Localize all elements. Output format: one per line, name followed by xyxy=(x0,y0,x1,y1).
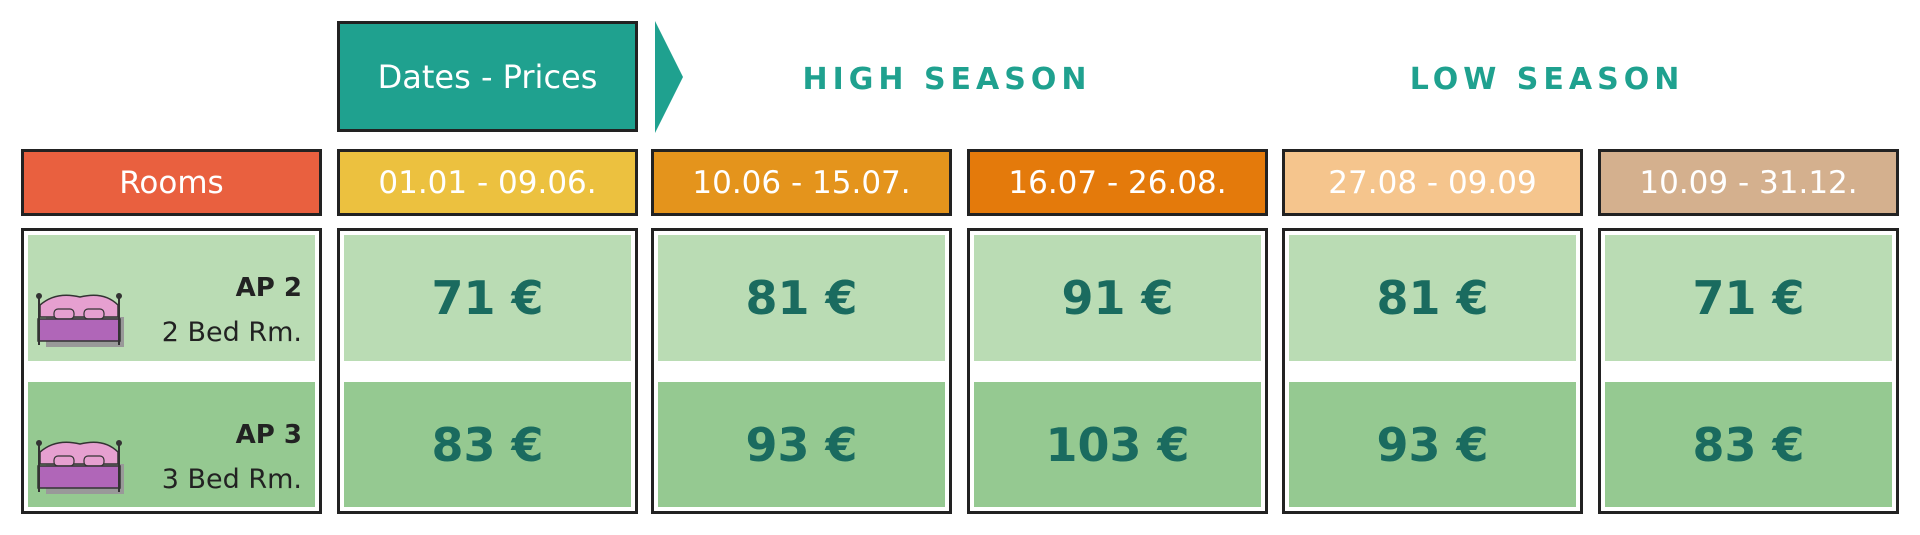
arrow xyxy=(655,21,683,133)
price-cell: 71 € xyxy=(344,235,631,361)
price-cell: 93 € xyxy=(658,382,945,507)
room-code: AP 3 xyxy=(235,420,302,450)
header-label: Dates - Prices xyxy=(337,21,638,132)
corner-header: Rooms xyxy=(21,149,322,216)
bed-icon xyxy=(36,440,124,494)
price-cell: 91 € xyxy=(974,235,1261,361)
season-label: LOW SEASON xyxy=(1409,62,1685,97)
room-type: 3 Bed Rm. xyxy=(161,464,302,495)
date-header: 10.06 - 15.07. xyxy=(651,149,952,216)
room-type: 2 Bed Rm. xyxy=(161,317,302,348)
price-cell: 81 € xyxy=(658,235,945,361)
date-header: 16.07 - 26.08. xyxy=(967,149,1268,216)
date-header: 27.08 - 09.09 xyxy=(1282,149,1583,216)
room-code: AP 2 xyxy=(235,273,302,303)
bed-icon xyxy=(36,293,124,347)
price-cell: 71 € xyxy=(1605,235,1892,361)
price-cell: 93 € xyxy=(1289,382,1576,507)
price-cell: 83 € xyxy=(1605,382,1892,507)
date-header: 01.01 - 09.06. xyxy=(337,149,638,216)
season-label: HIGH SEASON xyxy=(802,62,1092,97)
price-cell: 103 € xyxy=(974,382,1261,507)
date-header: 10.09 - 31.12. xyxy=(1598,149,1899,216)
price-cell: 83 € xyxy=(344,382,631,507)
price-cell: 81 € xyxy=(1289,235,1576,361)
